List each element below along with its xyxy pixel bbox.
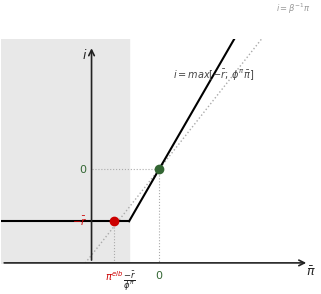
Text: $-\bar{r}$: $-\bar{r}$ [72,215,87,228]
Text: $\dfrac{-\bar{r}}{\phi^{\pi}}$: $\dfrac{-\bar{r}}{\phi^{\pi}}$ [123,269,135,293]
Text: $i$: $i$ [82,48,87,62]
Text: $0$: $0$ [79,163,87,175]
Text: $\pi^{elb}$: $\pi^{elb}$ [105,269,123,283]
Text: $\bar{\pi}$: $\bar{\pi}$ [306,265,316,279]
Text: $i = max[-\bar{r};\, \phi^{\pi}\bar{\pi}]$: $i = max[-\bar{r};\, \phi^{\pi}\bar{\pi}… [173,68,254,83]
Text: $0$: $0$ [155,269,163,281]
Text: $i = \beta^{-1}\pi$: $i = \beta^{-1}\pi$ [276,2,311,16]
